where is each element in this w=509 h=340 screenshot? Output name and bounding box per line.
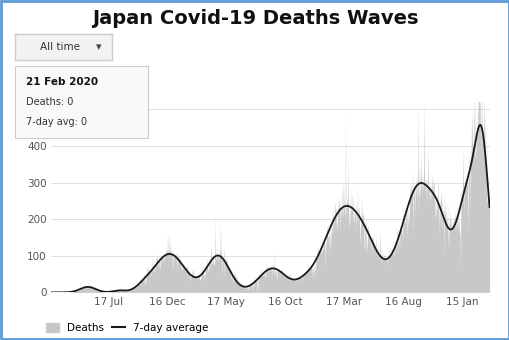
- Legend: Deaths, 7-day average: Deaths, 7-day average: [46, 323, 208, 333]
- Text: ▾: ▾: [96, 42, 101, 52]
- Text: Japan Covid-19 Deaths Waves: Japan Covid-19 Deaths Waves: [92, 8, 417, 28]
- Text: 21 Feb 2020: 21 Feb 2020: [26, 77, 98, 87]
- Text: All time: All time: [40, 42, 79, 52]
- Text: Deaths: 0: Deaths: 0: [26, 97, 73, 107]
- Text: 7-day avg: 0: 7-day avg: 0: [26, 117, 87, 127]
